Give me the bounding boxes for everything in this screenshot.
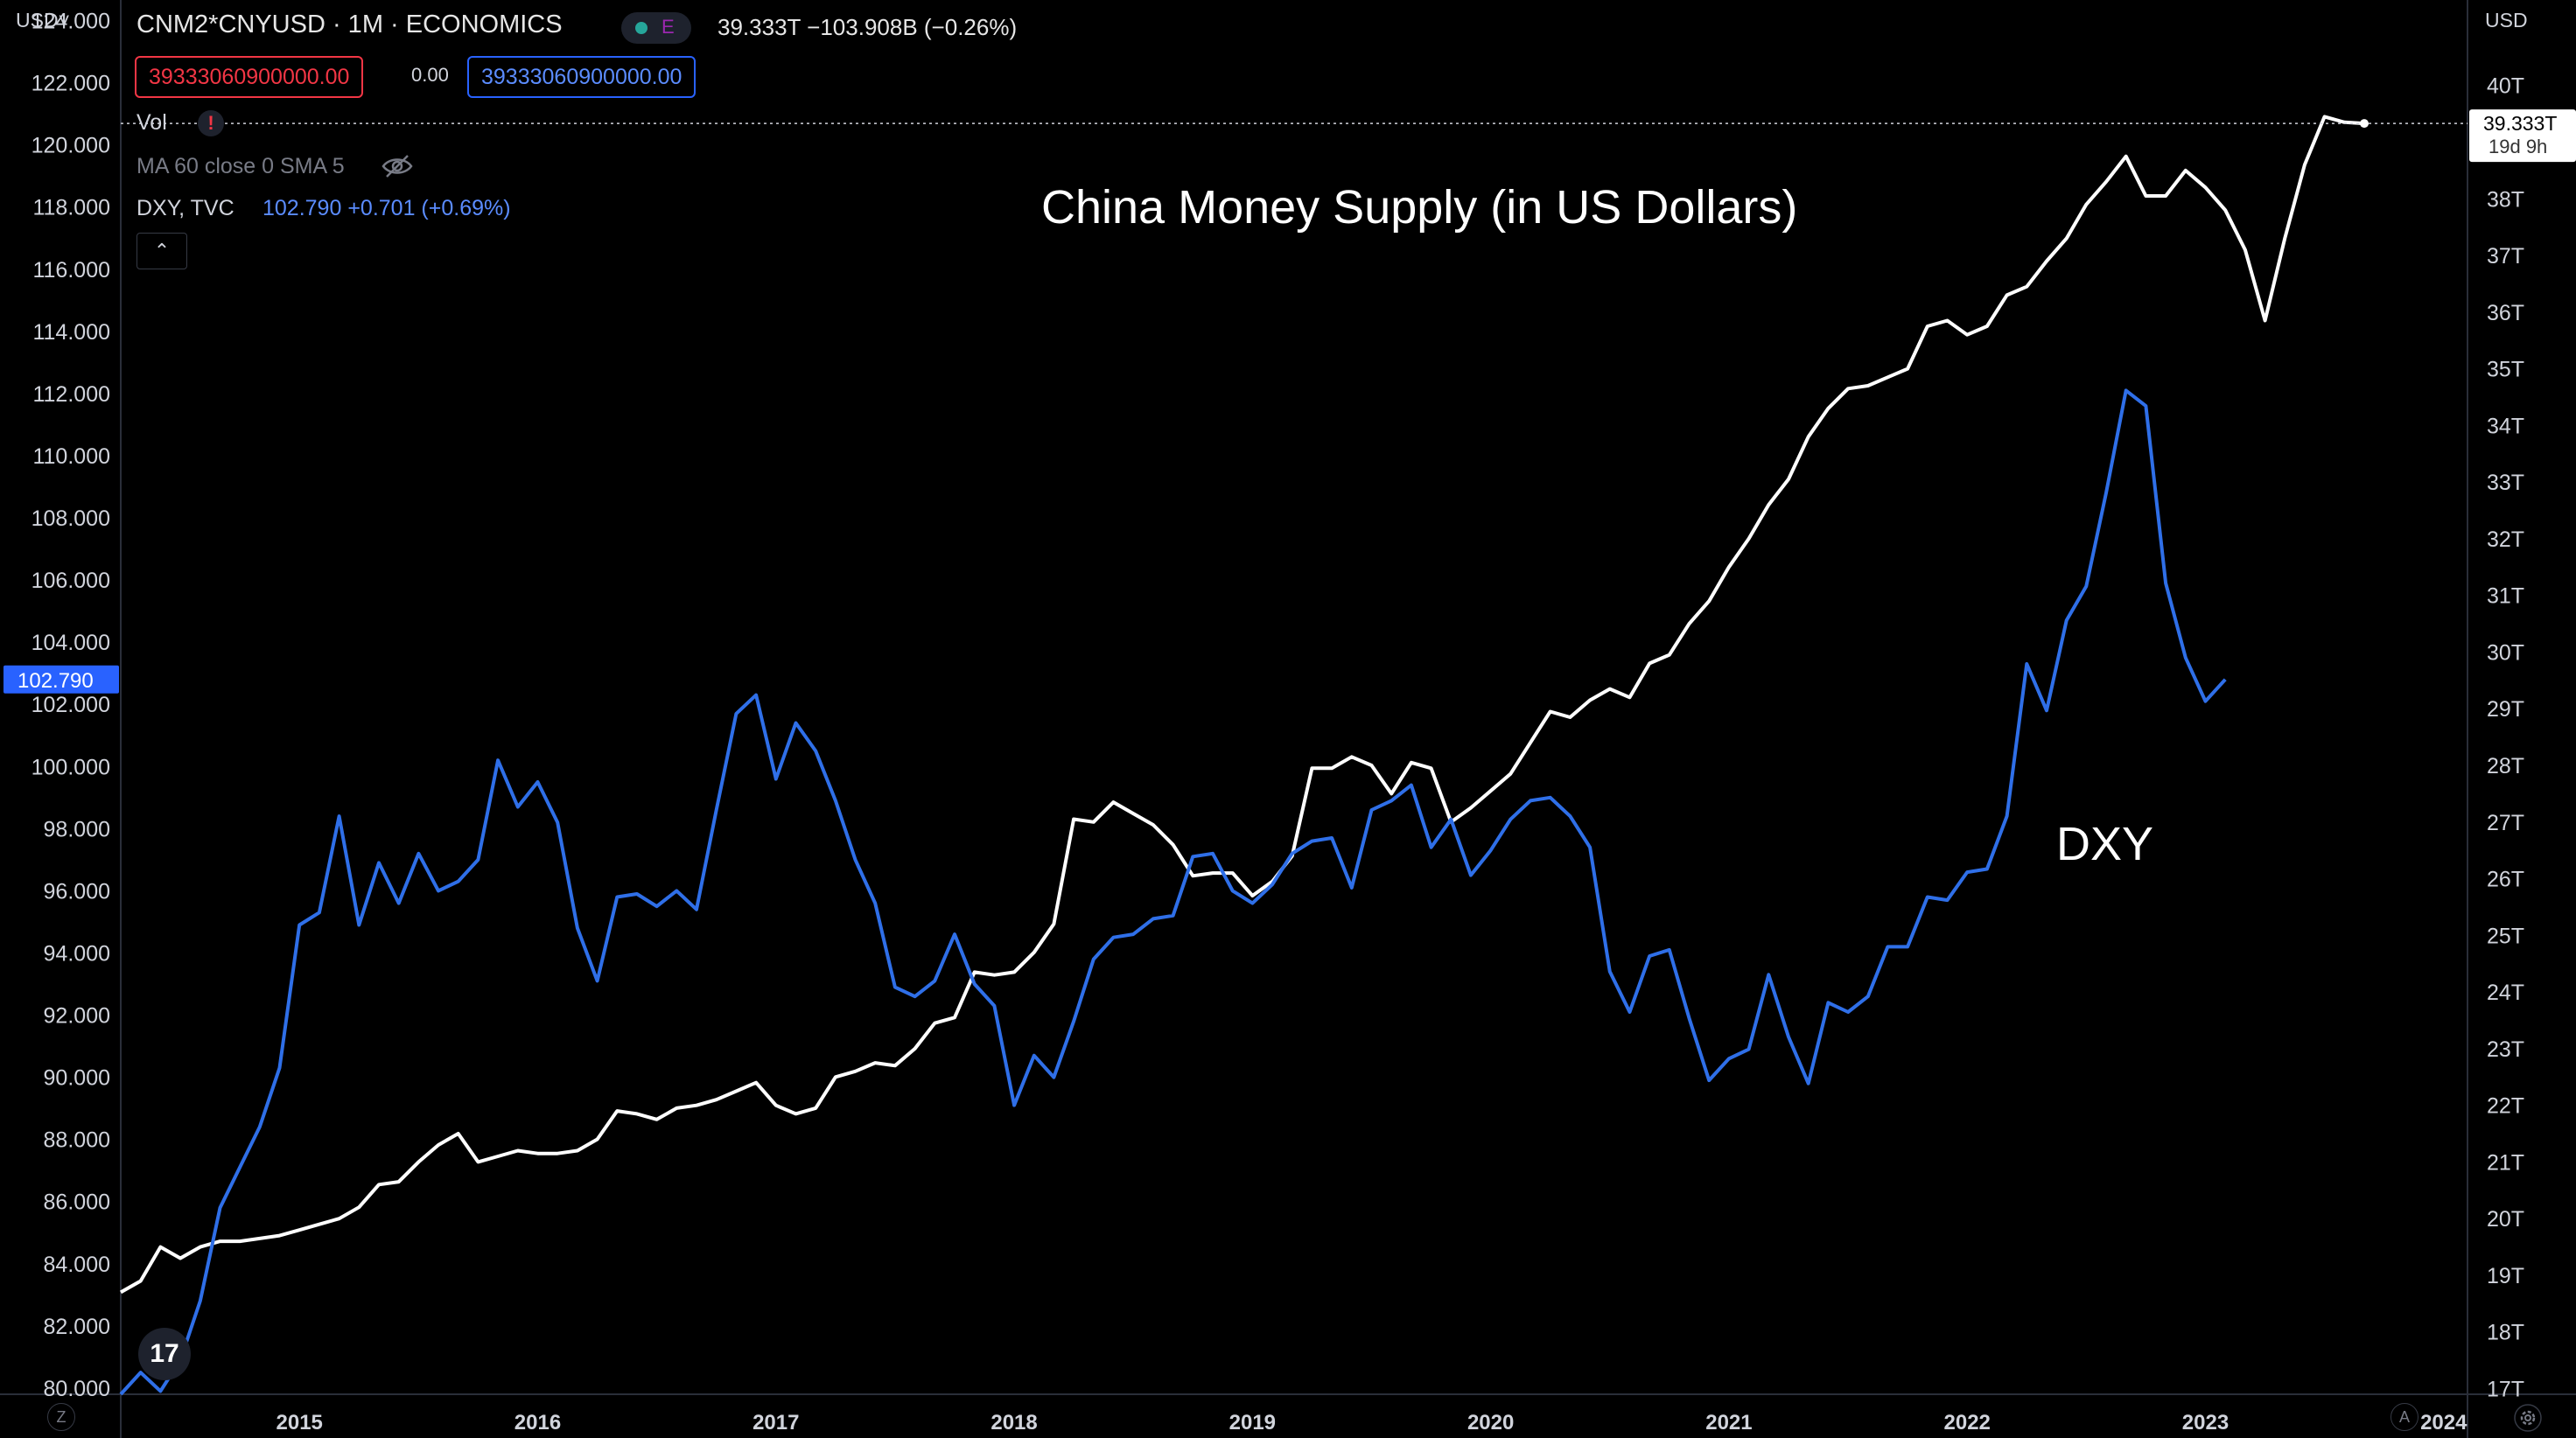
right-tick-label: 32T — [2487, 527, 2524, 552]
data-badge: E — [662, 16, 675, 38]
left-tick-label: 114.000 — [32, 320, 110, 345]
collapse-legend-button[interactable]: ⌃ — [136, 233, 187, 269]
market-status-icon — [635, 22, 648, 34]
x-tick-label: 2019 — [1229, 1411, 1276, 1435]
left-tick-label: 84.000 — [44, 1253, 110, 1277]
right-tick-label: 19T — [2487, 1264, 2524, 1288]
left-tick-label: 98.000 — [44, 817, 110, 841]
right-currency-label: USD — [2485, 9, 2528, 31]
dxy-annotation[interactable]: DXY — [2056, 818, 2154, 870]
left-tick-label: 82.000 — [44, 1315, 110, 1339]
left-tick-label: 118.000 — [32, 196, 110, 220]
x-tick-label: 2018 — [990, 1411, 1037, 1435]
left-tick-label: 90.000 — [44, 1066, 110, 1091]
ma-indicator-label[interactable]: MA 60 close 0 SMA 5 — [136, 154, 345, 178]
right-tick-label: 29T — [2487, 697, 2524, 722]
left-tick-label: 100.000 — [32, 755, 110, 779]
right-tick-label: 31T — [2487, 584, 2524, 609]
m2-current-label-bg — [2469, 109, 2576, 163]
x-tick-label: 2023 — [2182, 1411, 2229, 1435]
left-tick-label: 124.000 — [32, 10, 110, 34]
left-tick-label: 112.000 — [32, 382, 110, 407]
dxy-legend-label[interactable]: DXY, TVC — [136, 196, 234, 220]
m2-annotation[interactable]: China Money Supply (in US Dollars) — [1041, 181, 1798, 234]
left-tick-label: 122.000 — [32, 72, 110, 96]
vol-alert-icon[interactable]: ! — [198, 110, 224, 136]
x-tick-label: 2022 — [1944, 1411, 1991, 1435]
right-tick-label: 20T — [2487, 1207, 2524, 1232]
left-tick-label: 104.000 — [32, 631, 110, 655]
zoom-reset-button[interactable]: Z — [47, 1403, 75, 1431]
x-tick-label: 2024 — [2420, 1411, 2468, 1435]
dxy-current-label-bg — [4, 665, 119, 694]
right-tick-label: 35T — [2487, 358, 2524, 382]
right-tick-label: 25T — [2487, 924, 2524, 948]
m2-current-label: 39.333T — [2483, 112, 2557, 135]
status-pill[interactable]: E — [621, 12, 691, 44]
tradingview-logo[interactable]: 17 — [138, 1328, 191, 1380]
x-tick-label: 2017 — [752, 1411, 799, 1435]
right-tick-label: 37T — [2487, 244, 2524, 269]
x-tick-label: 2021 — [1705, 1411, 1752, 1435]
left-currency-menu[interactable]: USD˅ — [16, 9, 70, 31]
right-tick-label: 18T — [2487, 1321, 2524, 1345]
left-tick-label: 108.000 — [32, 506, 110, 531]
vol-indicator-label[interactable]: Vol — [136, 110, 167, 135]
auto-scale-button[interactable]: A — [2390, 1403, 2418, 1431]
dxy-series-line[interactable] — [119, 388, 2227, 1396]
right-tick-label: 38T — [2487, 187, 2524, 212]
symbol-title[interactable]: CNM2*CNYUSD · 1M · ECONOMICS — [136, 10, 563, 38]
x-tick-label: 2020 — [1467, 1411, 1514, 1435]
left-tick-label: 88.000 — [44, 1128, 110, 1153]
x-tick-label: 2016 — [514, 1411, 561, 1435]
m2-last-point — [2360, 119, 2370, 129]
dxy-current-label: 102.790 — [18, 669, 94, 693]
right-tick-label: 21T — [2487, 1150, 2524, 1175]
left-tick-label: 106.000 — [32, 569, 110, 593]
right-tick-label: 34T — [2487, 414, 2524, 438]
left-tick-label: 110.000 — [32, 444, 110, 469]
low-value-field[interactable]: 39333060900000.00 — [135, 56, 364, 98]
symbol-value-change: 39.333T −103.908B (−0.26%) — [718, 14, 1018, 40]
left-tick-label: 120.000 — [32, 134, 110, 158]
left-tick-label: 94.000 — [44, 941, 110, 966]
left-tick-label: 80.000 — [44, 1377, 110, 1401]
right-tick-label: 27T — [2487, 811, 2524, 835]
hidden-eye-icon[interactable] — [382, 154, 413, 178]
mid-value: 0.00 — [411, 64, 449, 86]
right-tick-label: 26T — [2487, 868, 2524, 892]
high-value-field[interactable]: 39333060900000.00 — [467, 56, 696, 98]
left-tick-label: 96.000 — [44, 879, 110, 904]
right-tick-label: 30T — [2487, 640, 2524, 665]
left-tick-label: 116.000 — [32, 258, 110, 283]
right-tick-label: 22T — [2487, 1094, 2524, 1119]
m2-countdown-label: 19d 9h — [2488, 136, 2547, 157]
left-tick-label: 86.000 — [44, 1190, 110, 1215]
right-tick-label: 24T — [2487, 981, 2524, 1005]
right-tick-label: 36T — [2487, 301, 2524, 325]
settings-gear-icon[interactable] — [2513, 1403, 2543, 1433]
right-tick-label: 23T — [2487, 1037, 2524, 1062]
x-tick-label: 2015 — [276, 1411, 323, 1435]
dxy-legend-value: 102.790 +0.701 (+0.69%) — [262, 196, 511, 220]
left-tick-label: 92.000 — [44, 1004, 110, 1029]
right-tick-label: 17T — [2487, 1378, 2524, 1402]
right-tick-label: 33T — [2487, 471, 2524, 495]
right-tick-label: 40T — [2487, 74, 2524, 99]
right-tick-label: 28T — [2487, 754, 2524, 778]
left-tick-label: 102.000 — [32, 693, 110, 717]
m2-series-line[interactable] — [120, 115, 2365, 1295]
